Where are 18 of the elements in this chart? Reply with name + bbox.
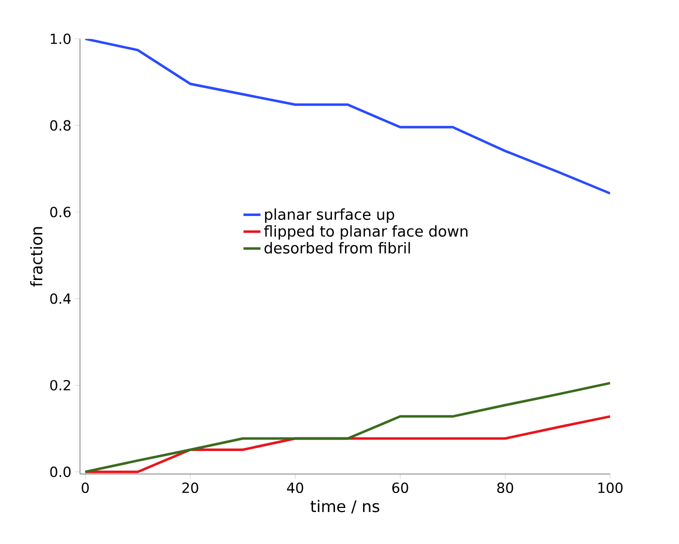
x-tick-label: 0	[82, 482, 89, 494]
y-tick-label: 0.6	[50, 206, 71, 218]
legend-label: planar surface up	[265, 208, 394, 223]
y-tick-label: 0.2	[50, 380, 70, 391]
x-tick-label: 20	[182, 482, 198, 494]
y-axis-title: fraction	[30, 227, 42, 287]
x-tick-label: 40	[287, 482, 304, 494]
y-tick-label: 0.8	[50, 120, 71, 131]
line-series	[84, 38, 610, 195]
x-tick-label: 100	[598, 482, 623, 494]
legend-label: desorbed from fibril	[264, 242, 410, 254]
x-axis-title: time / ns	[310, 500, 380, 514]
y-tick-label: 0.0	[50, 466, 71, 478]
x-tick-label: 60	[392, 482, 408, 494]
x-tick-label: 80	[497, 482, 514, 494]
y-tick-label: 1.0	[50, 34, 71, 44]
legend-label: flipped to planar face down	[264, 225, 468, 240]
y-tick-label: 0.4	[50, 293, 71, 304]
